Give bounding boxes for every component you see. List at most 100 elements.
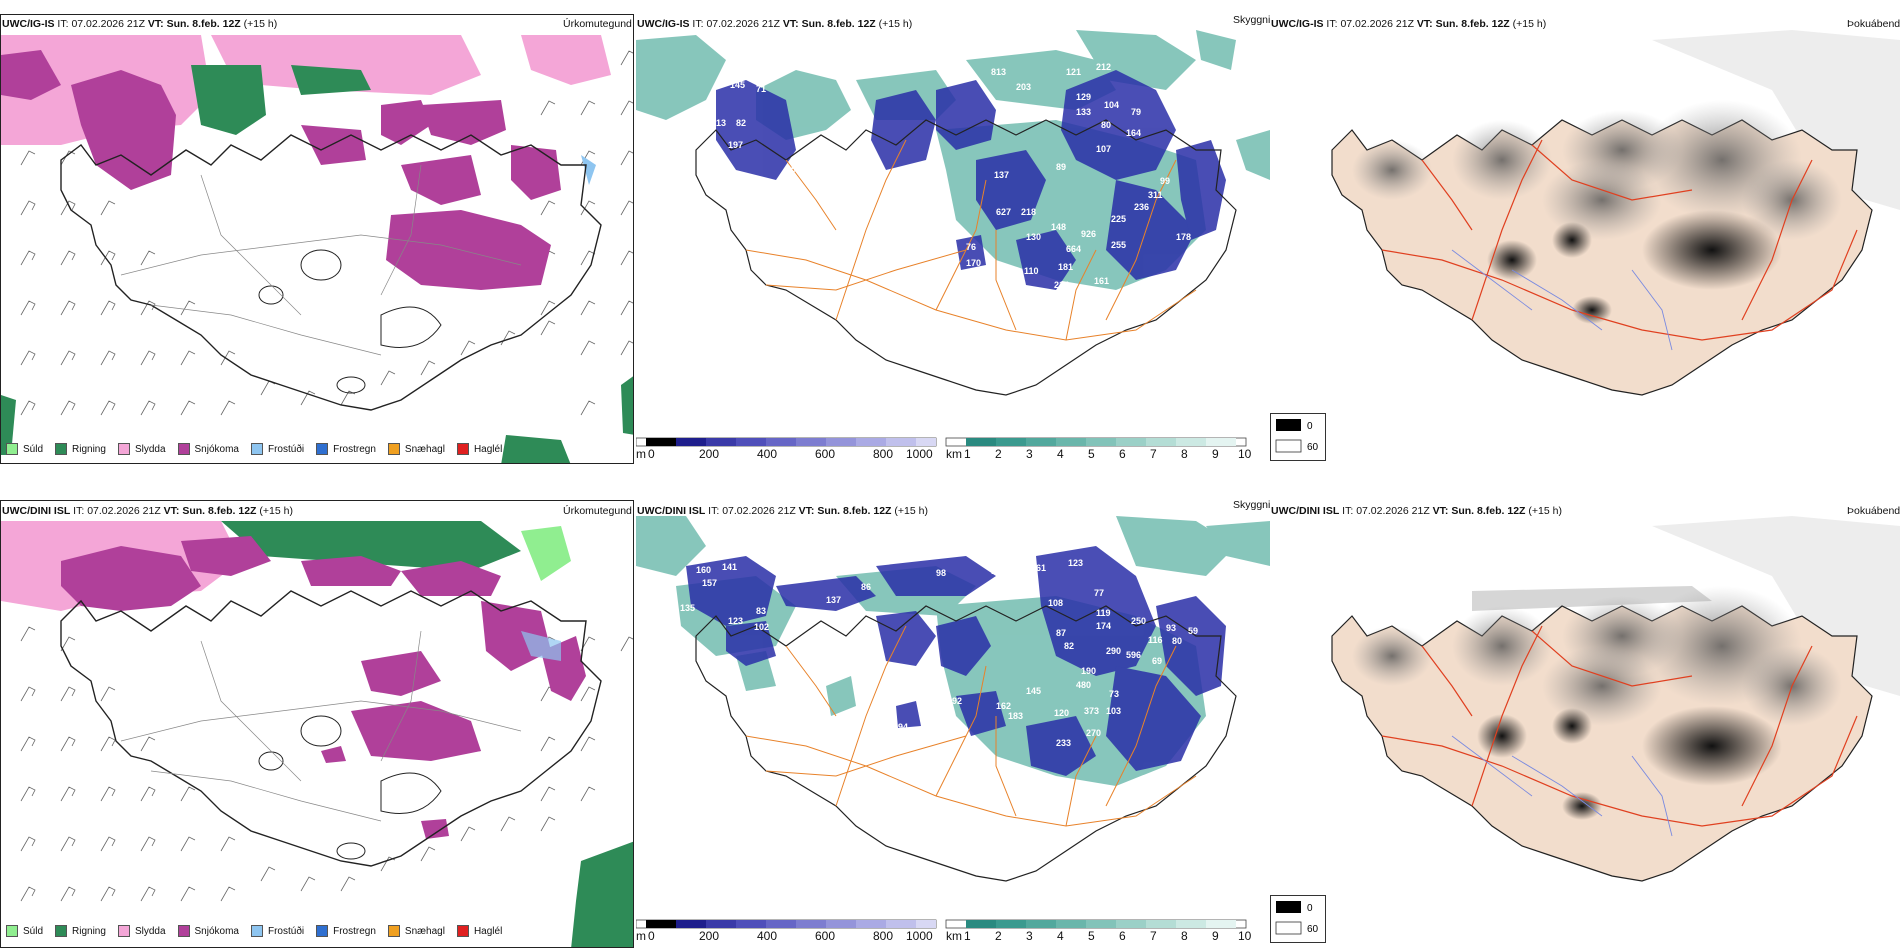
legend-item: Slydda xyxy=(117,443,166,455)
ceiling-tick: 0 xyxy=(648,447,655,461)
row2-vt-value: Sun. 8.feb. 12Z xyxy=(182,505,257,517)
iceland-outline xyxy=(695,119,1237,396)
visibility-unit: km xyxy=(946,929,962,943)
ceiling-label: 197 xyxy=(728,140,743,150)
roads xyxy=(120,630,522,822)
ceiling-label: 164 xyxy=(1126,128,1141,138)
fog-band xyxy=(1472,586,1712,611)
ceiling-bin xyxy=(766,920,796,928)
ceiling-bin xyxy=(856,920,886,928)
legend-swatch xyxy=(250,925,263,937)
fog-tick: 60 xyxy=(1307,924,1319,935)
row1-it-value: 07.02.2026 21Z xyxy=(71,18,145,30)
legend-swatch xyxy=(117,443,130,455)
ceiling-label: 123 xyxy=(728,616,743,626)
row2-visibility-title: Skyggni xyxy=(1233,499,1271,511)
visibility-tick: 8 xyxy=(1181,929,1188,943)
row2-mid-vt-value: Sun. 8.feb. 12Z xyxy=(817,505,892,517)
visibility-bin xyxy=(1056,920,1086,928)
row1-model: UWC/IG-IS xyxy=(2,18,55,30)
ceiling-label: 111 xyxy=(956,72,970,82)
row1-lead: (+15 h) xyxy=(243,18,278,30)
ceiling-tick: 1000 xyxy=(906,929,933,943)
ceiling-label: 98 xyxy=(936,568,946,578)
legend-item: Frostregn xyxy=(316,443,376,455)
ceiling-label: 71 xyxy=(756,84,766,94)
ceiling-label: 107 xyxy=(1096,144,1111,154)
row2-fog-title: Þokuábendi xyxy=(1847,505,1900,517)
ceiling-label: 102 xyxy=(754,622,769,632)
legend-item: Slydda xyxy=(117,925,166,937)
glaciers xyxy=(258,715,442,860)
ceiling-label: 161 xyxy=(1031,563,1046,573)
fog-swatch-black xyxy=(1276,419,1301,431)
legend-label: Rigning xyxy=(72,443,106,455)
visibility-bin xyxy=(1206,438,1236,446)
row1-fog-title: Þokuábendi xyxy=(1847,18,1900,30)
visibility-bin xyxy=(996,438,1026,446)
visibility-tick: 7 xyxy=(1150,929,1157,943)
ceiling-bin xyxy=(706,438,736,446)
ceiling-label: 162 xyxy=(996,701,1011,711)
ceiling-label: 145 xyxy=(730,80,745,90)
ceiling-label: 79 xyxy=(1131,107,1141,117)
legend-label: Haglél xyxy=(473,925,503,937)
row1-header: UWC/IG-IS IT: 07.02.2026 21Z VT: Sun. 8.… xyxy=(2,18,277,30)
row1-mid-model: UWC/IG-IS xyxy=(637,18,690,30)
row1-precip-map xyxy=(0,14,634,464)
legend-item: Snjókoma xyxy=(177,925,239,937)
ceiling-tick: 400 xyxy=(757,447,777,461)
ceiling-label: 65 xyxy=(786,180,796,190)
legend-swatch xyxy=(387,443,400,455)
ceiling-bin xyxy=(916,438,936,446)
ceiling-label: 250 xyxy=(1131,616,1146,626)
ceiling-label: 480 xyxy=(1076,680,1091,690)
ceiling-label: 86 xyxy=(861,582,871,592)
visibility-bin xyxy=(1146,438,1176,446)
legend-swatch xyxy=(6,925,18,937)
legend-label: Snæhagl xyxy=(404,443,445,455)
legend-item: Frostúði xyxy=(250,443,304,455)
legend-swatch xyxy=(316,443,329,455)
roads xyxy=(745,625,1197,827)
wind-barbs xyxy=(20,626,633,902)
legend-item: Haglél xyxy=(456,925,503,937)
ceiling-label: 161 xyxy=(1094,276,1109,286)
visibility-tick: 1 xyxy=(964,447,971,461)
legend-swatch xyxy=(177,925,190,937)
visibility-tick: 9 xyxy=(1212,447,1219,461)
visibility-bin xyxy=(1176,438,1206,446)
row1-mid-it-label: IT: xyxy=(692,18,704,30)
ceiling-label: 190 xyxy=(1081,666,1096,676)
row2-right-vt-label: VT: xyxy=(1432,505,1449,517)
fog-tick: 0 xyxy=(1307,421,1313,432)
precip-areas xyxy=(1,35,633,463)
row1-vt-value: Sun. 8.feb. 12Z xyxy=(166,18,241,30)
row1-precip-title: Úrkomutegund xyxy=(563,18,632,30)
ceiling-bin xyxy=(856,438,886,446)
ceiling-label: 225 xyxy=(1111,214,1126,224)
ceiling-tick: 1000 xyxy=(906,447,933,461)
visibility-tick: 2 xyxy=(995,929,1002,943)
ceiling-label: 167 xyxy=(991,566,1006,576)
visibility-scale: km 1 2 3 4 5 6 7 8 9 10 xyxy=(945,437,1252,461)
ceiling-label: 123 xyxy=(1068,558,1083,568)
ceiling-tick: 800 xyxy=(873,929,893,943)
ceiling-scale: m 0 200 400 600 800 1000 xyxy=(636,919,937,943)
ceiling-label: 82 xyxy=(1064,641,1074,651)
ceiling-bin xyxy=(766,438,796,446)
visibility-bin xyxy=(996,920,1026,928)
row1-mid-vt-label: VT: xyxy=(782,18,799,30)
row2-mid-model: UWC/DINI ISL xyxy=(637,505,706,517)
ceiling-label: 152 xyxy=(1006,566,1021,576)
ceiling-label: 130 xyxy=(1026,232,1041,242)
row1-vt-label: VT: xyxy=(147,18,164,30)
ceiling-label: 80 xyxy=(1101,120,1111,130)
row2-precip-svg xyxy=(1,521,633,947)
row2-mid-it-value: 07.02.2026 21Z xyxy=(722,505,796,517)
row2-it-value: 07.02.2026 21Z xyxy=(87,505,161,517)
ceiling-label: 813 xyxy=(991,67,1006,77)
ceiling-label: 926 xyxy=(1081,229,1096,239)
row1-right-vt-value: Sun. 8.feb. 12Z xyxy=(1435,18,1510,30)
ceiling-bin xyxy=(706,920,736,928)
